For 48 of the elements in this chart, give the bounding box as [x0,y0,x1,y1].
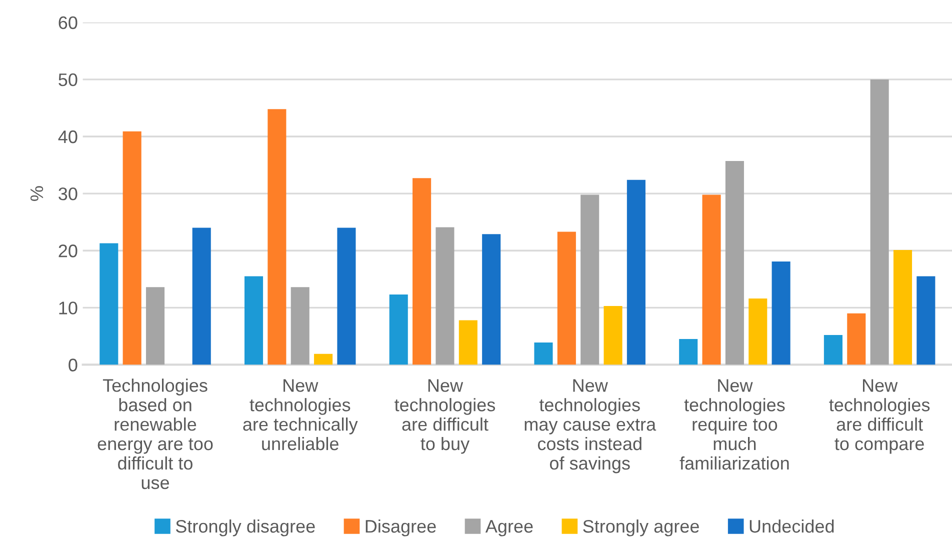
bar [893,250,912,365]
x-tick-label: New technologies are difficult to compare [829,379,930,454]
bar [702,194,721,365]
y-axis-title: % [30,186,44,201]
bar [824,335,842,365]
bar [100,243,118,365]
bar [847,313,866,365]
bar [916,276,936,365]
bar [725,161,744,365]
bar [290,287,310,365]
x-tick-label: New technologies may cause extra costs instead of savings [524,379,656,474]
bar [122,131,142,365]
bar [146,287,165,365]
bar [772,261,790,365]
x-tick-label: New technologies are technically unreliable [243,379,358,450]
y-tick-label: 60 [58,16,78,30]
bar [580,194,600,365]
bar [679,339,698,365]
x-tick-label: New technologies require too much familiarization [680,379,789,470]
legend-label: Strongly disagree [176,519,315,536]
y-tick-label: 10 [59,302,78,314]
x-tick-label: Technologies based on renewable energy are too difficult to use [98,378,213,490]
bar [870,79,889,365]
bar [314,354,333,365]
bar [626,180,646,365]
bar [192,228,211,365]
x-tick-label: New technologies are difficult to buy [394,379,496,454]
bar [458,320,478,365]
y-tick-label: 40 [58,130,78,144]
y-tick-label: 0 [68,358,78,372]
bar [268,109,286,365]
bar [436,227,454,365]
bar [557,232,576,365]
bar [604,306,622,365]
bar [412,178,432,365]
legend-label: Disagree [366,519,436,536]
bar [748,298,768,365]
bar [534,342,553,365]
y-tick-label: 20 [58,244,78,258]
y-tick-label: 50 [58,73,78,86]
y-tick-label: 30 [58,187,78,200]
bar [244,276,264,365]
legend-label: Strongly agree [583,519,699,536]
bar [389,294,408,365]
bar [337,228,356,365]
bar [482,234,501,365]
legend-label: Undecided [750,519,834,533]
legend-label: Agree [485,520,533,536]
